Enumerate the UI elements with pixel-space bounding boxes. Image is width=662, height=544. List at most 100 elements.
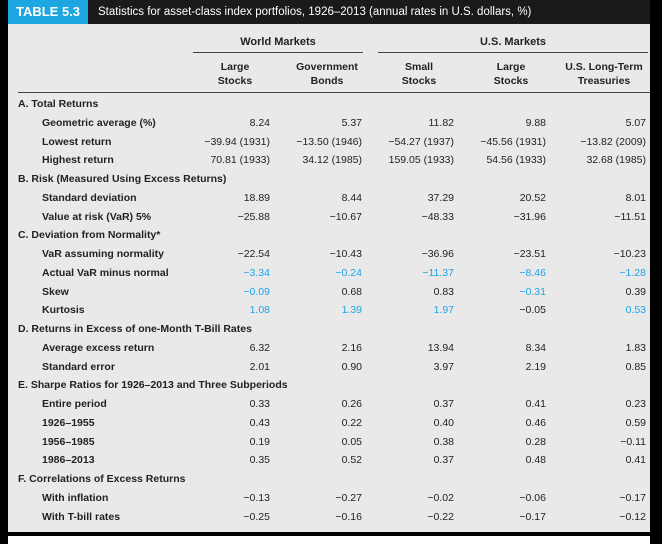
cell-value: 1.97 xyxy=(433,304,454,317)
cell-value: 0.48 xyxy=(525,454,546,467)
cell-value: 0.68 xyxy=(341,285,362,298)
section-title: F. Correlations of Excess Returns xyxy=(18,473,186,485)
cell-value: −22.54 xyxy=(237,248,270,260)
cell-value: −0.02 xyxy=(427,491,454,504)
table-row: 1986–2013 0.35 0.52 0.37 0.48 0.41 xyxy=(8,452,650,471)
column-header-line: Government xyxy=(296,61,358,73)
cell-value: 0.28 xyxy=(525,435,546,448)
cell-value: −54.27 (1937) xyxy=(388,135,454,148)
cell-value: 54.56 (1933) xyxy=(486,154,546,167)
section-header: C. Deviation from Normality* xyxy=(8,227,650,246)
cell-value: −0.11 xyxy=(620,435,646,448)
cell-value: 18.89 xyxy=(243,191,270,204)
cell-value: 8.24 xyxy=(249,116,270,129)
table-panel: TABLE 5.3 Statistics for asset-class ind… xyxy=(8,0,650,532)
table-row: Value at risk (VaR) 5% −25.88 −10.67 −48.33… xyxy=(8,209,650,228)
cell-value: 2.19 xyxy=(525,360,546,373)
cell-value: 159.05 (1933) xyxy=(388,154,454,167)
table-row: Average excess return 6.32 2.16 13.94 8.34 1.… xyxy=(8,340,650,359)
section-title: E. Sharpe Ratios for 1926–2013 and Three… xyxy=(18,379,288,392)
cell-value: 8.01 xyxy=(625,191,646,204)
cell-value: 70.81 (1933) xyxy=(210,154,270,167)
cell-value: 0.90 xyxy=(341,360,362,373)
column-header-line: Treasuries xyxy=(577,75,631,87)
column-header-line: Small xyxy=(404,61,433,73)
cell-value: 0.53 xyxy=(625,304,646,317)
cell-value: −13.82 (2009) xyxy=(580,135,646,148)
table-row: With T-bill rates −0.25 −0.16 −0.22 −0.17 −0.… xyxy=(8,509,650,528)
cell-value: −11.51 xyxy=(614,210,646,223)
row-label: With T-bill rates xyxy=(42,510,121,523)
table-row: With inflation −0.13 −0.27 −0.02 −0.06 −0.17 xyxy=(8,490,650,509)
cell-value: 0.59 xyxy=(625,416,646,429)
cell-value: −10.43 xyxy=(329,248,362,260)
table-row: 1956–1985 0.19 0.05 0.38 0.28 −0.11 xyxy=(8,434,650,453)
column-header: Large Stocks xyxy=(200,60,270,88)
row-label: Highest return xyxy=(42,154,114,167)
group-us-markets: U.S. Markets xyxy=(479,36,547,48)
cell-value: −0.22 xyxy=(427,510,454,523)
cell-value: −0.16 xyxy=(335,510,362,523)
column-header-line: Bonds xyxy=(310,75,344,87)
cell-value: −11.37 xyxy=(422,266,454,279)
cell-value: 0.26 xyxy=(341,398,362,410)
table-row: Entire period 0.33 0.26 0.37 0.41 0.23 xyxy=(8,396,650,415)
cell-value: 0.23 xyxy=(625,398,646,410)
row-label: Kurtosis xyxy=(42,304,85,317)
cell-value: 0.19 xyxy=(249,435,270,448)
cell-value: −31.96 xyxy=(513,210,546,223)
cell-value: −25.88 xyxy=(237,210,270,223)
cell-value: −10.67 xyxy=(329,210,362,223)
row-label: Actual VaR minus normal xyxy=(42,266,169,279)
column-header: Large Stocks xyxy=(476,60,546,88)
row-label: Average excess return xyxy=(42,341,155,354)
cell-value: 0.38 xyxy=(433,435,454,448)
cell-value: 8.44 xyxy=(341,191,362,204)
table-row: Standard deviation 18.89 8.44 37.29 20.52 8.0… xyxy=(8,190,650,209)
cell-value: 6.32 xyxy=(249,341,270,354)
cell-value: 0.22 xyxy=(341,416,362,429)
row-label: 1926–1955 xyxy=(42,416,95,429)
cell-value: 0.35 xyxy=(249,454,270,467)
cell-value: −0.31 xyxy=(519,285,546,298)
row-label: Value at risk (VaR) 5% xyxy=(42,210,152,223)
table-row: Highest return 70.81 (1933) 34.12 (1985) 15… xyxy=(8,152,650,171)
column-header-line: Stocks xyxy=(401,75,437,87)
cell-value: 11.82 xyxy=(428,116,455,129)
cell-value: −23.51 xyxy=(513,248,546,260)
cell-value: −45.56 (1931) xyxy=(480,135,546,148)
group-underline xyxy=(378,52,648,53)
section-title: A. Total Returns xyxy=(18,98,99,110)
column-header-line: Large xyxy=(220,61,250,73)
cell-value: 0.39 xyxy=(625,285,646,298)
cell-value: 0.37 xyxy=(433,398,454,410)
cell-value: 1.39 xyxy=(341,304,362,317)
cell-value: −0.17 xyxy=(619,491,646,504)
row-label: 1956–1985 xyxy=(42,435,95,448)
cell-value: −0.17 xyxy=(519,510,546,523)
section-header: A. Total Returns xyxy=(8,96,650,115)
cell-value: −36.96 xyxy=(421,248,454,260)
cell-value: 2.01 xyxy=(249,360,270,373)
cell-value: 0.83 xyxy=(433,285,454,298)
cell-value: 9.88 xyxy=(525,116,546,129)
cell-value: 0.85 xyxy=(625,360,646,373)
column-header-line: Large xyxy=(496,61,526,73)
cell-value: 1.83 xyxy=(625,341,646,354)
cell-value: −13.50 (1946) xyxy=(296,135,362,148)
title-bar: TABLE 5.3 Statistics for asset-class ind… xyxy=(8,0,650,24)
table-caption: Statistics for asset-class index portfol… xyxy=(98,6,532,18)
section-title: C. Deviation from Normality* xyxy=(18,229,161,242)
cell-value: −39.94 (1931) xyxy=(204,135,270,148)
cell-value: −8.46 xyxy=(519,266,546,279)
cell-value: 8.34 xyxy=(525,341,546,354)
cell-value: −1.28 xyxy=(619,266,646,279)
row-label: With inflation xyxy=(42,491,109,504)
table-row: Kurtosis 1.08 1.39 1.97 −0.05 0.53 xyxy=(8,302,650,321)
cell-value: −3.34 xyxy=(243,266,270,279)
row-label: 1986–2013 xyxy=(42,454,95,467)
cell-value: 0.41 xyxy=(525,398,546,410)
cell-value: 0.33 xyxy=(249,398,270,410)
bottom-strip xyxy=(8,536,650,544)
